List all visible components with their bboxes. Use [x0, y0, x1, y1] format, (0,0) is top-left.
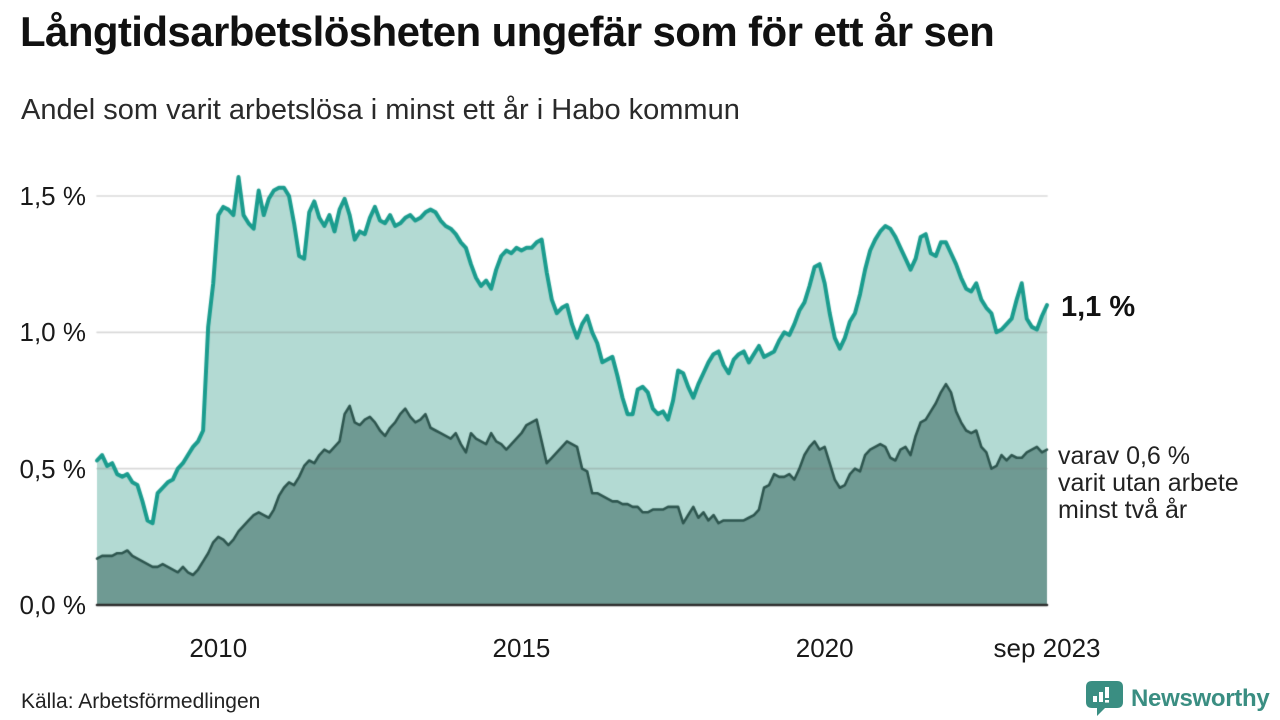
secondary-annotation-line: varav 0,6 %: [1058, 442, 1191, 470]
secondary-value-annotation: varav 0,6 % varit utan arbete minst två …: [1058, 443, 1239, 524]
x-tick-label: 2020: [795, 633, 854, 663]
newsworthy-logo-icon: [1086, 681, 1123, 716]
chart-subtitle: Andel som varit arbetslösa i minst ett å…: [21, 94, 740, 126]
secondary-annotation-line: minst två år: [1058, 496, 1188, 524]
y-tick-label: 0,0 %: [19, 590, 87, 620]
x-tick-label: 2015: [492, 633, 551, 663]
y-tick-label: 1,0 %: [19, 317, 87, 348]
secondary-annotation-line: varit utan arbete: [1058, 469, 1239, 497]
newsworthy-logo-text: Newsworthy: [1131, 684, 1270, 712]
chart-title: Långtidsarbetslösheten ungefär som för e…: [20, 8, 995, 55]
latest-value-annotation: 1,1 %: [1061, 291, 1136, 323]
y-tick-label: 1,5 %: [19, 181, 87, 211]
x-tick-label: sep 2023: [993, 633, 1101, 663]
x-tick-label: 2010: [189, 633, 248, 663]
source-note: Källa: Arbetsförmedlingen: [21, 690, 261, 713]
y-tick-label: 0,5 %: [19, 453, 87, 484]
newsworthy-logo: Newsworthy: [1086, 681, 1270, 716]
